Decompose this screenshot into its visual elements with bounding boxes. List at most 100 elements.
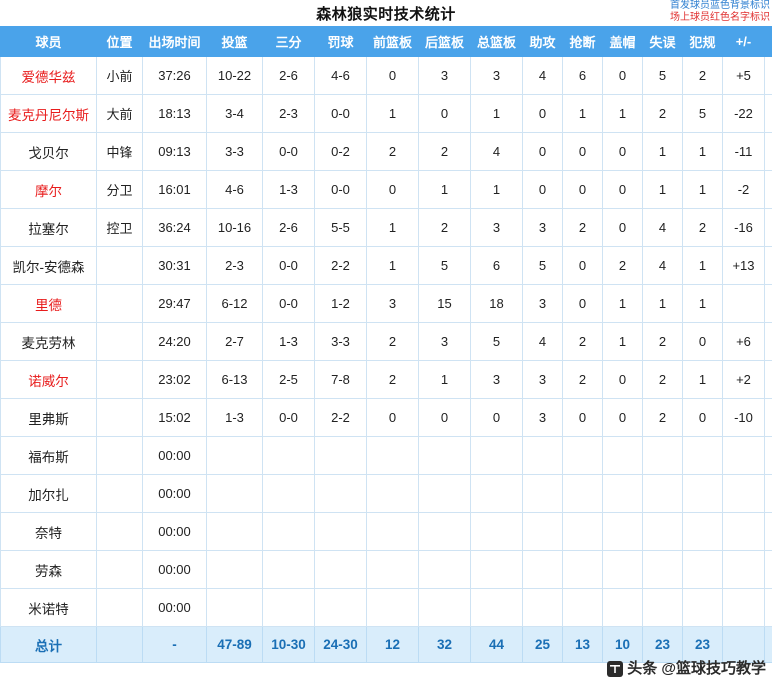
cell-oreb: 3 <box>366 284 419 323</box>
cell-pf: 2 <box>682 208 723 247</box>
player-name[interactable]: 麦克劳林 <box>0 322 97 361</box>
player-name[interactable]: 奈特 <box>0 512 97 551</box>
table-row[interactable]: 福布斯 00:00 <box>0 436 772 475</box>
cell-fg: 1-3 <box>206 398 263 437</box>
col-foul[interactable]: 犯规 <box>682 26 723 57</box>
total-pts: 28 <box>764 626 772 663</box>
cell-pts <box>764 588 772 627</box>
cell-pts: 6 <box>764 246 772 285</box>
cell-pf: 2 <box>682 56 723 95</box>
cell-ft <box>314 474 367 513</box>
cell-dreb: 2 <box>418 132 471 171</box>
col-fg[interactable]: 投篮 <box>206 26 263 57</box>
col-plusminus[interactable]: +/- <box>722 26 765 57</box>
cell-pf: 1 <box>682 284 723 323</box>
cell-p3: 2-5 <box>262 360 315 399</box>
cell-p3: 2-6 <box>262 208 315 247</box>
player-name[interactable]: 福布斯 <box>0 436 97 475</box>
col-steal[interactable]: 抢断 <box>562 26 603 57</box>
player-name[interactable]: 里弗斯 <box>0 398 97 437</box>
col-3p[interactable]: 三分 <box>262 26 315 57</box>
cell-stl: 2 <box>562 360 603 399</box>
table-row[interactable]: 奈特 00:00 <box>0 512 772 551</box>
cell-pf: 1 <box>682 132 723 171</box>
table-row[interactable]: 米诺特 00:00 <box>0 588 772 627</box>
cell-blk: 0 <box>602 208 643 247</box>
col-oreb[interactable]: 前篮板 <box>366 26 419 57</box>
player-name[interactable]: 凯尔-安德森 <box>0 246 97 285</box>
cell-blk: 1 <box>602 94 643 133</box>
cell-min: 09:13 <box>142 132 207 171</box>
table-body: 爱德华兹小前37:2610-222-64-603346052+526麦克丹尼尔斯… <box>0 56 772 627</box>
cell-ast <box>522 436 563 475</box>
cell-treb: 6 <box>470 246 523 285</box>
col-assist[interactable]: 助攻 <box>522 26 563 57</box>
cell-ast: 4 <box>522 322 563 361</box>
cell-dreb: 5 <box>418 246 471 285</box>
total-dreb: 32 <box>418 626 471 663</box>
cell-min: 00:00 <box>142 550 207 589</box>
col-player[interactable]: 球员 <box>0 26 97 57</box>
cell-treb: 0 <box>470 398 523 437</box>
col-minutes[interactable]: 出场时间 <box>142 26 207 57</box>
col-turnover[interactable]: 失误 <box>642 26 683 57</box>
cell-blk: 0 <box>602 170 643 209</box>
cell-p3 <box>262 474 315 513</box>
cell-stl: 2 <box>562 208 603 247</box>
cell-fg: 2-7 <box>206 322 263 361</box>
col-points[interactable]: 得分 <box>764 26 772 57</box>
col-block[interactable]: 盖帽 <box>602 26 643 57</box>
cell-stl: 0 <box>562 398 603 437</box>
cell-dreb <box>418 474 471 513</box>
cell-tov <box>642 474 683 513</box>
cell-p3: 0-0 <box>262 284 315 323</box>
col-dreb[interactable]: 后篮板 <box>418 26 471 57</box>
col-ft[interactable]: 罚球 <box>314 26 367 57</box>
cell-ft: 4-6 <box>314 56 367 95</box>
cell-ast: 4 <box>522 56 563 95</box>
cell-stl <box>562 474 603 513</box>
cell-tov: 2 <box>642 322 683 361</box>
cell-oreb: 0 <box>366 56 419 95</box>
cell-blk: 0 <box>602 56 643 95</box>
cell-pf: 5 <box>682 94 723 133</box>
cell-blk: 1 <box>602 322 643 361</box>
total-pm <box>722 626 765 663</box>
table-row[interactable]: 劳森 00:00 <box>0 550 772 589</box>
cell-stl: 0 <box>562 284 603 323</box>
col-position[interactable]: 位置 <box>96 26 143 57</box>
player-name[interactable]: 爱德华兹 <box>0 56 97 95</box>
player-name[interactable]: 麦克丹尼尔斯 <box>0 94 97 133</box>
cell-min: 24:20 <box>142 322 207 361</box>
cell-treb: 1 <box>470 94 523 133</box>
cell-fg: 10-16 <box>206 208 263 247</box>
cell-pts <box>764 550 772 589</box>
col-treb[interactable]: 总篮板 <box>470 26 523 57</box>
player-name[interactable]: 摩尔 <box>0 170 97 209</box>
player-name[interactable]: 里德 <box>0 284 97 323</box>
table-row[interactable]: 加尔扎 00:00 <box>0 474 772 513</box>
player-name[interactable]: 米诺特 <box>0 588 97 627</box>
legend-oncourt-label: 场上球员红色名字标识 <box>670 12 770 23</box>
player-name[interactable]: 诺威尔 <box>0 360 97 399</box>
cell-oreb: 2 <box>366 322 419 361</box>
cell-min: 30:31 <box>142 246 207 285</box>
player-name[interactable]: 戈贝尔 <box>0 132 97 171</box>
cell-pf <box>682 512 723 551</box>
player-name[interactable]: 拉塞尔 <box>0 208 97 247</box>
cell-oreb: 0 <box>366 398 419 437</box>
player-name[interactable]: 劳森 <box>0 550 97 589</box>
cell-treb <box>470 550 523 589</box>
player-name[interactable]: 加尔扎 <box>0 474 97 513</box>
